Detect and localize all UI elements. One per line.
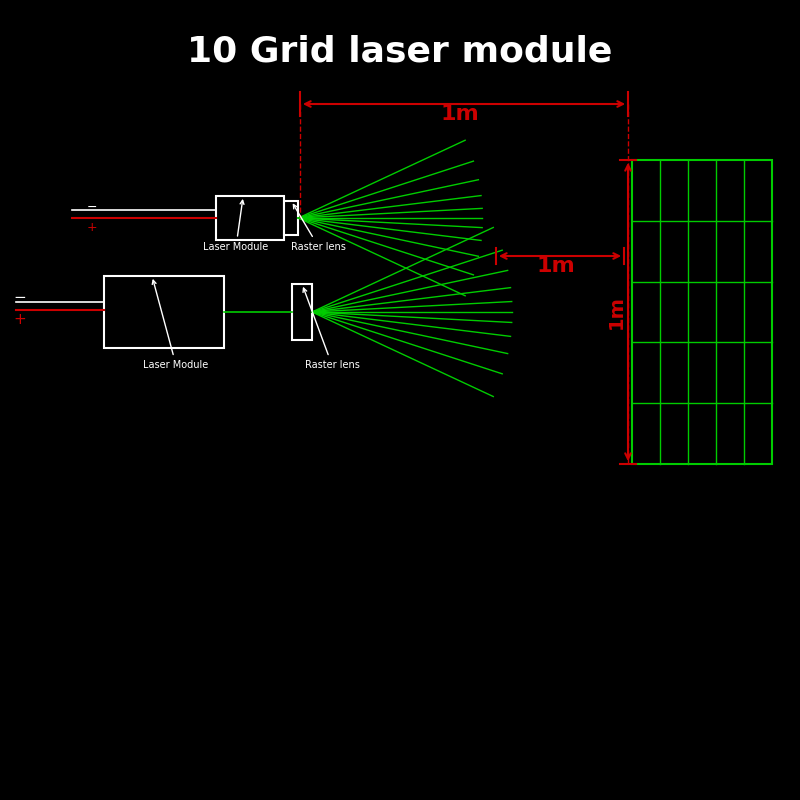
Text: +: + bbox=[86, 221, 98, 234]
Text: 1m: 1m bbox=[537, 256, 575, 275]
Text: +: + bbox=[14, 313, 26, 327]
Text: Laser Module: Laser Module bbox=[203, 200, 269, 251]
Bar bbox=[216, 196, 284, 240]
Text: Raster lens: Raster lens bbox=[303, 288, 359, 370]
Bar bbox=[104, 276, 224, 348]
Text: Laser Module: Laser Module bbox=[143, 280, 209, 370]
Text: −: − bbox=[86, 201, 98, 214]
Bar bbox=[284, 201, 298, 235]
Text: 10 Grid laser module: 10 Grid laser module bbox=[187, 35, 613, 69]
Text: Raster lens: Raster lens bbox=[291, 205, 346, 251]
Text: 1m: 1m bbox=[441, 104, 479, 123]
Bar bbox=[292, 284, 312, 340]
Bar bbox=[632, 160, 772, 464]
Text: 1m: 1m bbox=[606, 295, 626, 329]
Text: −: − bbox=[14, 290, 26, 305]
